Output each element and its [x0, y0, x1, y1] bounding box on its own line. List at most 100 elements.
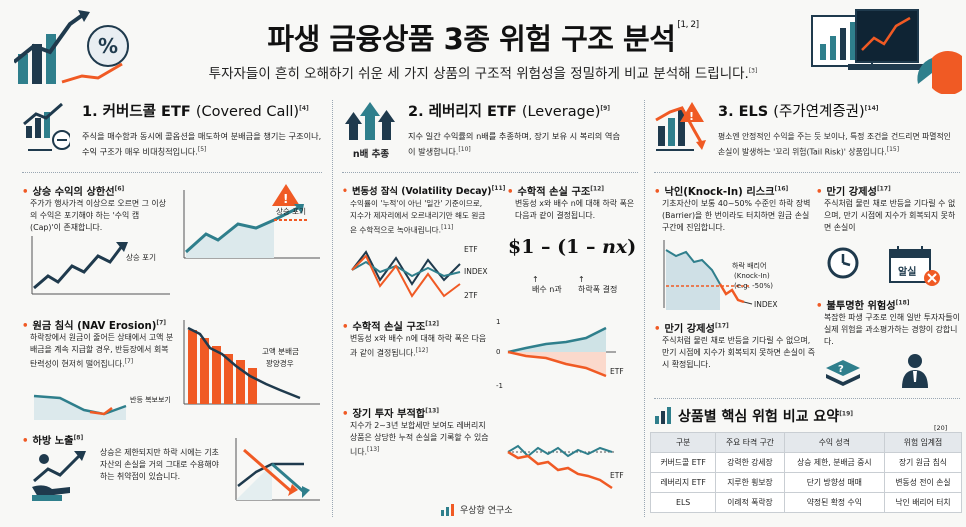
calendar-icon: 알실 — [889, 246, 940, 286]
upside-cap-title: 상승 수익의 상한선[6] — [22, 183, 125, 198]
barrier-label-3: (e.g. -50%) — [734, 282, 773, 290]
math-loss-text-2: 변동성 x와 배수 n에 대해 하락 폭은 다음과 같이 결정됩니다.[12] — [350, 334, 487, 358]
legend-2tf: 2TF — [464, 291, 478, 300]
summary-table-reference: [20] — [934, 424, 948, 432]
y-tick-top: 1 — [496, 318, 500, 326]
upside-cap-label-2: 상승 포기 — [276, 206, 306, 216]
subtitle-reference: [3] — [748, 67, 758, 75]
long-term-unfit-text: 지수가 2~3년 보합세만 보여도 레버리지 상품은 상당한 누적 손실을 기록… — [350, 421, 489, 457]
els-header: ! 3. ELS (주가연계증권)[14] 평소엔 안정적인 수익을 주는 듯 … — [654, 100, 960, 159]
maturity-enforce-title-2: 만기 강제성[17] — [654, 320, 729, 335]
covered-call-header: 1. 커버드콜 ETF (Covered Call)[4] 주식을 매수함과 동… — [22, 100, 322, 159]
table-header-cell: 주요 타격 구간 — [715, 432, 785, 453]
table-cell: 상승 제한, 분배금 중시 — [783, 452, 885, 473]
column-divider-1 — [332, 100, 333, 517]
section-divider — [654, 172, 960, 173]
els-description: 평소엔 안정적인 수익을 주는 듯 보이나, 특정 조건을 건드리면 파멸적인 … — [718, 132, 951, 157]
page-title: 파생 금융상품 3종 위험 구조 분석 [1, 2] — [267, 20, 699, 56]
bar-chart-icon — [655, 407, 671, 424]
table-header-row: 구분 주요 타격 구간 수익 성격 위험 임계점 — [649, 432, 963, 453]
calendar-text: 알실 — [898, 265, 916, 278]
barrier-label-2: (Knock-In) — [734, 272, 770, 280]
summary-title: 상품별 핵심 위험 비교 요약[19] — [678, 409, 854, 425]
column-divider-2 — [644, 100, 645, 517]
upside-cap-label: 상승 포기 — [126, 252, 156, 262]
question-layers-icon: ? — [826, 360, 860, 386]
clock-icon — [827, 247, 859, 279]
summary-table: 구분 주요 타격 구간 수익 성격 위험 임계점 커버드콜 ETF 강력한 강세… — [649, 432, 963, 513]
section-divider — [342, 172, 638, 173]
upside-cap-chart: 상승 포기 — [31, 236, 170, 295]
legend-etf-3: ETF — [610, 471, 624, 480]
multiplier-label: n배 추종 — [352, 149, 390, 160]
maturity-enforce-title: 만기 강제성[17] — [816, 183, 891, 198]
volatility-decay-chart: ETF INDEX 2TF — [351, 245, 487, 300]
math-loss-area-chart: 1 0 -1 ETF — [496, 318, 624, 390]
table-cell: 강력한 강세장 — [715, 452, 785, 473]
downside-exposure-text: 상승은 제한되지만 하락 시에는 기초자산의 손실을 거의 그대로 수용해야 하… — [100, 448, 219, 481]
long-term-chart: ETF — [507, 444, 624, 490]
legend-index: INDEX — [464, 267, 487, 276]
title-reference: [1, 2] — [677, 20, 699, 30]
formula-note-decline: ↑ 하락폭 결정 — [578, 275, 618, 294]
table-cell: 커버드콜 ETF — [649, 452, 717, 473]
legend-etf: ETF — [464, 245, 478, 254]
opaque-risk-title: 불투명한 위험성[18] — [816, 297, 910, 312]
table-cell: 장기 원금 침식 — [883, 452, 963, 473]
loss-formula: $1 – (1 – nx) — [508, 236, 637, 258]
math-loss-title: 수학적 손실 구조[12] — [507, 183, 605, 198]
nav-erosion-line-chart: 반등 복보보기 — [33, 394, 171, 420]
table-header-cell: 위험 임계점 — [883, 432, 963, 453]
formula-note-multiplier: ↑ 배수 n과 — [532, 275, 562, 294]
table-cell: 이례적 폭락장 — [715, 492, 785, 513]
svg-text:%: % — [98, 34, 118, 58]
brand-logo-icon — [441, 504, 454, 516]
table-row: ELS 이례적 폭락장 약정된 확정 수익 낙인 배리어 터치 — [649, 492, 963, 513]
covered-call-description: 주식을 매수함과 동시에 콜옵션을 매도하여 분배금을 챙기는 구조이나, 수익… — [82, 131, 322, 157]
math-loss-title-2: 수학적 손실 구조[12] — [342, 318, 440, 333]
brand-footer: 우상향 연구소 — [440, 502, 513, 516]
els-warning-chart-icon: ! — [655, 102, 706, 151]
table-cell: 낙인 배리어 터치 — [883, 492, 963, 513]
y-tick-mid: 0 — [496, 348, 500, 356]
table-cell: 약정된 확정 수익 — [783, 492, 885, 513]
nav-erosion-text: 하락장에서 원금이 줄어든 상태에서 고액 분배금을 계속 지급할 경우, 반등… — [30, 333, 174, 369]
table-cell: 레버리지 ETF — [649, 472, 717, 493]
leverage-title: 2. 레버리지 ETF (Leverage)[9] — [408, 104, 611, 120]
svg-text:?: ? — [838, 364, 844, 375]
growth-chart-illustration: % — [14, 10, 129, 84]
volatility-decay-text: 수익률이 '누적'이 아닌 '일간' 기준이므로, 지수가 제자리에서 오르내리… — [350, 199, 486, 235]
table-cell: ELS — [649, 492, 717, 513]
knock-in-title: 낙인(Knock-In) 리스크[16] — [654, 183, 789, 198]
knock-in-chart: 하락 배리어 (Knock-In) (e.g. -50%) INDEX — [663, 240, 777, 310]
nav-erosion-rebound-label: 반등 복보보기 — [130, 395, 171, 404]
summary-divider — [654, 398, 960, 399]
svg-text:!: ! — [689, 110, 694, 123]
downside-exposure-icon — [32, 451, 86, 501]
upside-cap-capped-chart: ! 상승 포기 — [183, 184, 320, 259]
covered-call-title: 1. 커버드콜 ETF (Covered Call)[4] — [82, 104, 309, 120]
laptop-chart-illustration — [811, 9, 962, 94]
person-icon — [902, 354, 928, 388]
covered-call-icon — [23, 102, 70, 151]
downside-exposure-chart — [235, 438, 320, 501]
legend-etf-2: ETF — [610, 367, 624, 376]
table-row: 레버리지 ETF 지루한 횡보장 단기 방향성 매매 변동성 전이 손실 — [649, 472, 963, 493]
nav-erosion-label-b: 꽝양경우 — [266, 358, 294, 368]
table-cell: 변동성 전이 손실 — [883, 472, 963, 493]
els-title: 3. ELS (주가연계증권)[14] — [718, 104, 879, 120]
table-header-cell: 수익 성격 — [783, 432, 885, 453]
y-tick-bottom: -1 — [496, 382, 503, 390]
upside-cap-text: 주가가 행사가격 이상으로 오르면 그 이상의 수익은 포기해야 하는 '수익 … — [30, 199, 166, 232]
table-header-cell: 구분 — [649, 432, 717, 453]
nav-erosion-bar-chart: 고액 분배금 꽝양경우 — [183, 320, 320, 405]
long-term-unfit-title: 장기 투자 부적합[13] — [342, 405, 440, 420]
table-row: 커버드콜 ETF 강력한 강세장 상승 제한, 분배금 중시 장기 원금 침식 — [649, 452, 963, 473]
leverage-header: n배 추종 2. 레버리지 ETF (Leverage)[9] 지수 일간 수익… — [342, 100, 638, 160]
nav-erosion-label-a: 고액 분배금 — [262, 346, 299, 356]
downside-exposure-title: 하방 노출[8] — [22, 432, 84, 447]
knock-in-text: 기초자산이 보통 40~50% 수준인 하락 장벽(Barrier)을 한 번이… — [662, 199, 811, 232]
page-subtitle: 투자자들이 흔히 오해하기 쉬운 세 가지 상품의 구조적 위험성을 정밀하게 … — [208, 66, 758, 82]
maturity-enforce-text-2: 주식처럼 물린 채로 반등을 기다릴 수 없으며, 만기 시점에 지수가 회복되… — [662, 336, 815, 369]
